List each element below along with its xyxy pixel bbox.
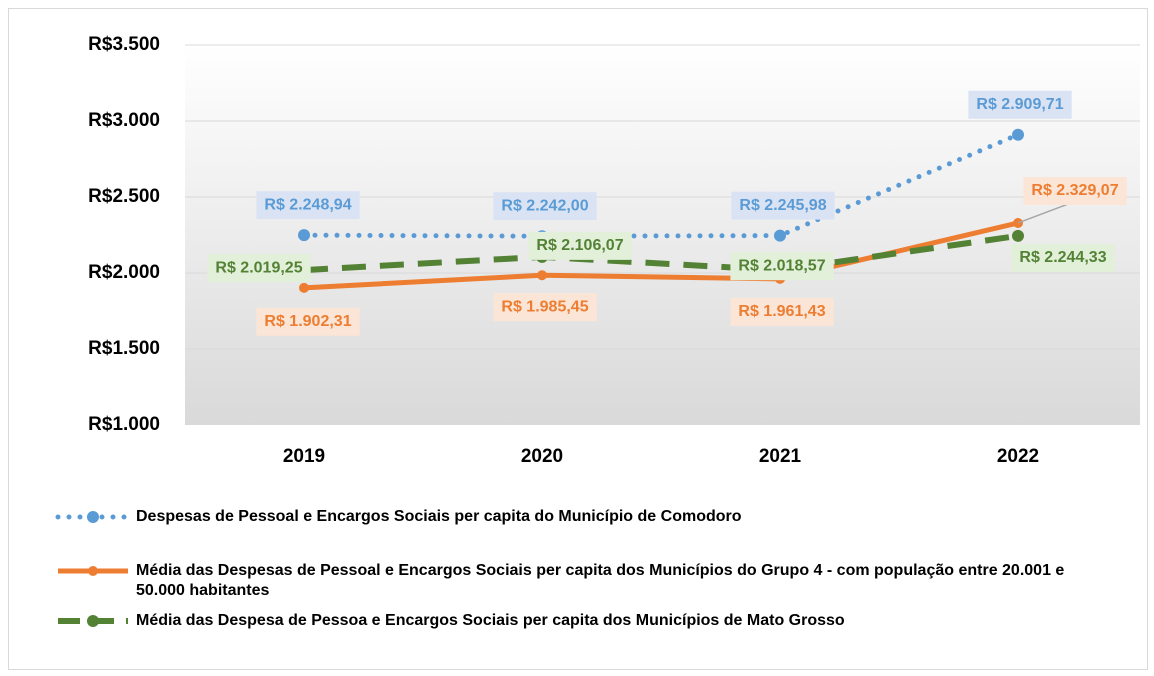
data-label: R$ 2.909,71	[976, 96, 1063, 113]
legend-marker	[87, 615, 99, 627]
data-label-box	[207, 254, 311, 283]
data-label: R$ 2.248,94	[264, 196, 351, 213]
point-marker	[537, 270, 547, 281]
data-label: R$ 2.244,33	[1019, 249, 1106, 266]
point-marker	[299, 282, 309, 293]
data-label-box	[730, 297, 834, 326]
y-tick-label: R$2.500	[88, 186, 160, 207]
series-line	[303, 232, 1019, 274]
data-label-box	[493, 192, 597, 221]
y-tick-label: R$3.500	[88, 34, 160, 55]
point-marker	[298, 229, 310, 242]
series-line	[303, 220, 1019, 291]
data-label-box	[1011, 243, 1115, 272]
y-tick-label: R$1.000	[88, 414, 160, 435]
data-label: R$ 1.902,31	[264, 313, 351, 330]
y-tick-label: R$1.500	[88, 338, 160, 359]
data-label: R$ 1.961,43	[738, 303, 825, 320]
data-label: R$ 2.106,07	[536, 237, 623, 254]
data-label: R$ 2.019,25	[215, 259, 302, 276]
data-label: R$ 1.985,45	[501, 298, 588, 315]
x-tick-label: 2020	[521, 446, 563, 467]
data-label: R$ 2.018,57	[738, 257, 825, 274]
data-label-box	[493, 293, 597, 322]
data-label: R$ 2.242,00	[501, 197, 588, 214]
data-label-box	[1023, 176, 1127, 205]
data-label-box	[256, 307, 360, 336]
point-marker	[1012, 128, 1024, 141]
point-marker	[774, 229, 786, 242]
legend-label: Despesas de Pessoal e Encargos Sociais p…	[136, 508, 742, 525]
x-tick-label: 2019	[283, 446, 325, 467]
x-tick-label: 2021	[759, 446, 802, 467]
legend-label: Média das Despesa de Pessoa e Encargos S…	[136, 612, 845, 629]
data-label-box	[731, 191, 835, 220]
data-label-box	[730, 252, 834, 281]
y-tick-label: R$3.000	[88, 110, 160, 131]
data-label: R$ 2.329,07	[1031, 182, 1118, 199]
leader-line	[1017, 202, 1072, 224]
data-label-box	[968, 90, 1072, 119]
data-label: R$ 2.245,98	[739, 197, 826, 214]
legend-marker	[87, 511, 99, 523]
x-tick-label: 2022	[997, 446, 1039, 467]
series-line	[301, 132, 1021, 239]
data-label-box	[256, 191, 360, 220]
point-marker	[1012, 229, 1024, 242]
legend-marker	[88, 566, 98, 576]
y-tick-label: R$2.000	[88, 262, 160, 283]
data-label-box	[528, 231, 632, 260]
legend-label: Média das Despesas de Pessoal e Encargos…	[136, 562, 1065, 599]
